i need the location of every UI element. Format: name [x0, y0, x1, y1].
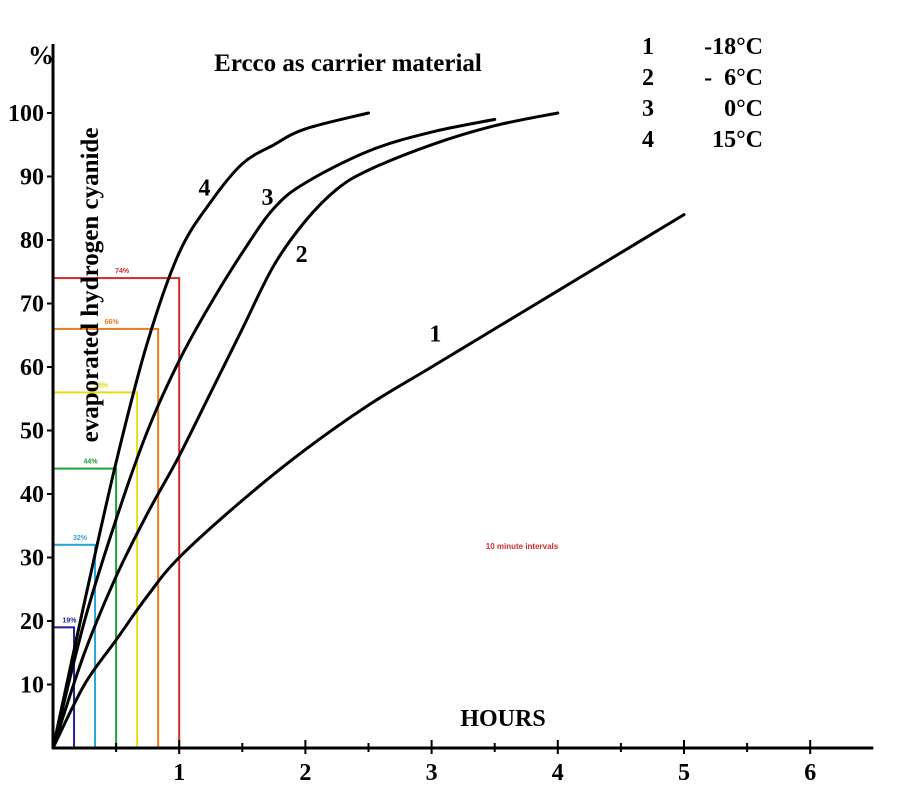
curve-label-3: 3 — [262, 185, 274, 211]
y-tick-label: 10 — [20, 673, 44, 699]
interval-box-label: 19% — [63, 617, 78, 624]
legend-temperature: -18°C — [704, 34, 763, 60]
y-tick-label: 40 — [20, 482, 44, 508]
legend-number: 4 — [642, 127, 654, 153]
axes — [51, 44, 874, 750]
y-tick-label: 20 — [20, 609, 44, 635]
interval-box-label: 66% — [105, 319, 120, 326]
legend-number: 1 — [642, 34, 654, 60]
y-tick-label: 100 — [8, 101, 44, 127]
curves: 1 2 3 4 — [51, 111, 686, 750]
curve-label-4: 4 — [198, 176, 210, 202]
y-ticks: 10 20 30 40 50 60 70 80 90 100 — [8, 101, 53, 699]
x-tick-label: 6 — [804, 760, 816, 786]
y-tick-label: 70 — [20, 292, 44, 318]
legend-number: 2 — [642, 65, 654, 91]
y-tick-label: 80 — [20, 228, 44, 254]
legend-number: 3 — [642, 96, 654, 122]
x-tick-label: 4 — [552, 760, 564, 786]
x-axis-title: HOURS — [460, 706, 545, 732]
curve-label-2: 2 — [296, 242, 308, 268]
legend-temperature: 15°C — [712, 127, 763, 153]
x-tick-label: 5 — [678, 760, 690, 786]
x-ticks: 1 2 3 4 5 6 — [115, 740, 816, 786]
y-tick-label: 90 — [20, 165, 44, 191]
chart-labels: % Ercco as carrier material evaporated h… — [28, 41, 559, 732]
x-tick-label: 2 — [299, 760, 311, 786]
interval-box-label: 74% — [115, 268, 130, 275]
y-unit: % — [28, 41, 54, 70]
x-tick-label: 1 — [173, 760, 185, 786]
chart-title: Ercco as carrier material — [214, 50, 482, 77]
legend-temperature: - 6°C — [704, 65, 763, 91]
y-tick-label: 50 — [20, 419, 44, 445]
legend-temperature: 0°C — [724, 96, 763, 122]
interval-box-label: 32% — [73, 535, 88, 542]
x-tick-label: 3 — [426, 760, 438, 786]
curve-4 — [51, 111, 370, 750]
y-tick-label: 60 — [20, 355, 44, 381]
curve-3 — [51, 117, 497, 750]
interval-box-label: 56% — [94, 382, 109, 389]
curve-2 — [51, 111, 560, 750]
curve-label-1: 1 — [429, 322, 441, 348]
legend: 1 -18°C 2 - 6°C 3 0°C 4 15°C — [642, 34, 763, 153]
y-axis-title: evaporated hydrogen cyanide — [77, 128, 104, 443]
curve-1 — [51, 213, 686, 750]
interval-box-label: 44% — [84, 459, 99, 466]
interval-annotation: 10 minute intervals — [486, 542, 559, 551]
y-tick-label: 30 — [20, 546, 44, 572]
